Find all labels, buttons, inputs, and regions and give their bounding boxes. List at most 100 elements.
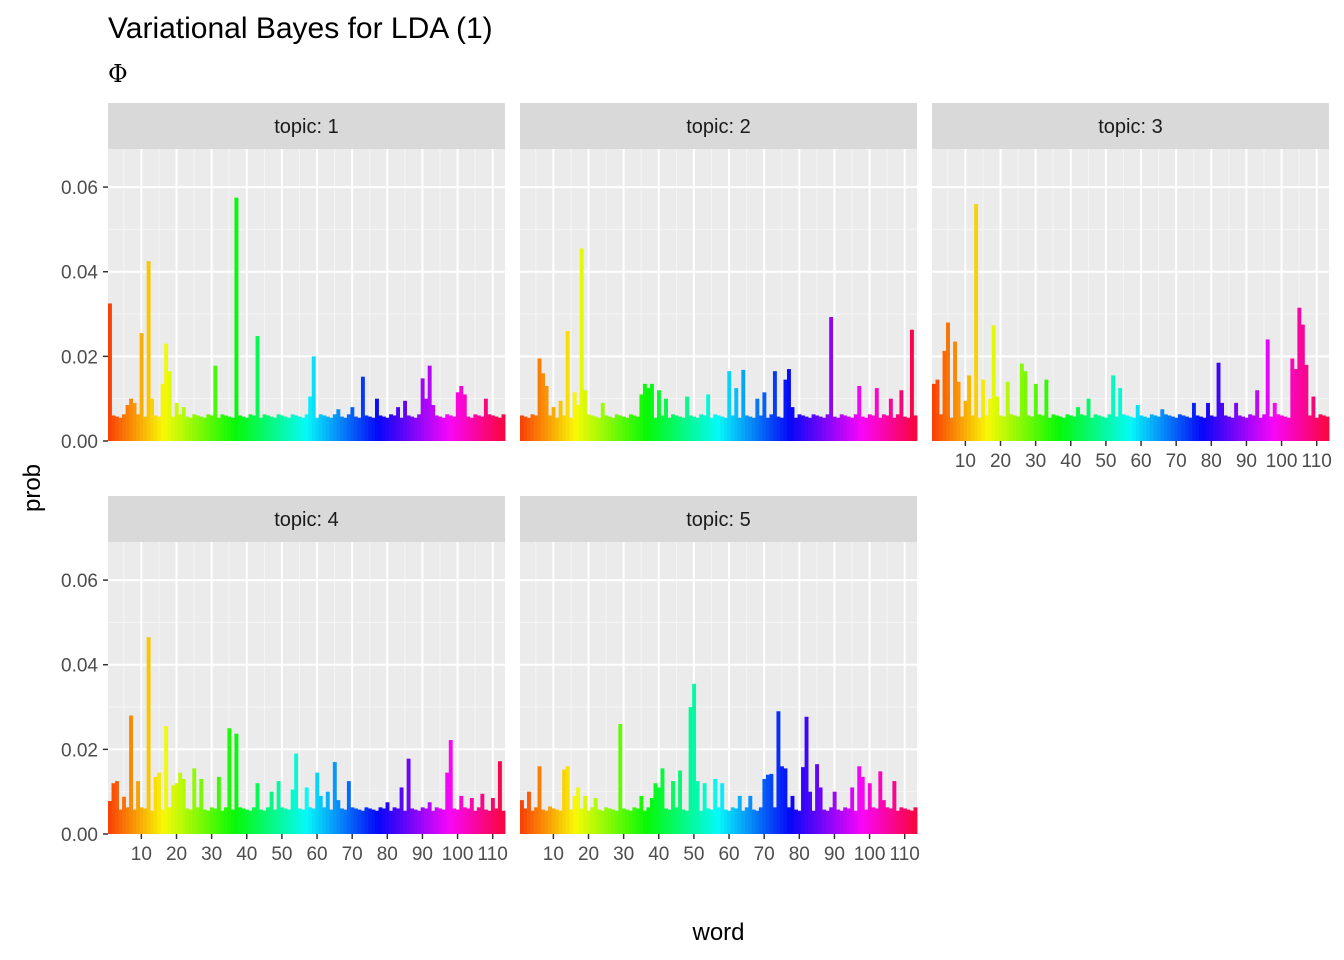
- bar: [357, 809, 362, 834]
- bar: [604, 415, 609, 441]
- bar: [874, 388, 879, 441]
- x-tick-label: 50: [1095, 451, 1116, 472]
- bar: [1174, 417, 1179, 441]
- bar: [1047, 417, 1052, 441]
- bar: [336, 800, 341, 834]
- bar: [385, 417, 390, 441]
- x-tick-label: 80: [789, 844, 810, 865]
- bar: [420, 378, 425, 441]
- bar: [520, 415, 524, 441]
- bar: [1114, 416, 1119, 441]
- bar: [360, 810, 365, 834]
- bar: [741, 810, 746, 834]
- bar: [723, 809, 728, 834]
- bar: [953, 341, 957, 441]
- bar: [1258, 417, 1263, 441]
- bar: [332, 762, 337, 834]
- bar: [565, 766, 570, 834]
- bar: [389, 414, 393, 441]
- bar: [544, 385, 549, 441]
- bar: [1244, 417, 1249, 441]
- bar: [565, 330, 570, 441]
- bar: [367, 416, 372, 441]
- bar: [483, 398, 488, 441]
- bar: [970, 415, 975, 441]
- bar: [790, 795, 795, 834]
- bar: [530, 414, 535, 441]
- bar: [431, 810, 436, 834]
- bar: [1195, 415, 1200, 441]
- bar: [804, 716, 809, 834]
- bar: [621, 416, 626, 441]
- bar: [1002, 416, 1007, 441]
- bar: [737, 417, 742, 441]
- bar: [399, 417, 404, 441]
- bar: [280, 807, 285, 834]
- bar: [287, 417, 292, 441]
- x-tick-label: 20: [166, 844, 187, 865]
- bar: [115, 781, 119, 834]
- bar: [611, 417, 616, 441]
- bar: [744, 807, 749, 834]
- bar: [122, 414, 126, 441]
- bar: [466, 808, 471, 834]
- bar: [667, 809, 672, 834]
- bar: [329, 809, 334, 834]
- bar: [448, 415, 453, 441]
- facet-label: topic: 3: [1098, 116, 1162, 138]
- bar: [881, 414, 886, 441]
- bar: [720, 416, 725, 441]
- bar: [146, 637, 151, 834]
- bar: [744, 415, 749, 441]
- x-tick-label: 30: [1025, 451, 1046, 472]
- bar: [867, 783, 872, 834]
- bar: [716, 415, 721, 441]
- bar: [290, 789, 295, 834]
- bar: [276, 781, 281, 834]
- bar: [339, 808, 344, 834]
- bar: [600, 810, 605, 834]
- bar: [378, 807, 383, 834]
- y-tick-label: 0.00: [61, 432, 98, 453]
- bar: [590, 415, 595, 441]
- x-tick-label: 30: [613, 844, 634, 865]
- bar: [311, 356, 316, 441]
- bar: [434, 807, 439, 834]
- bar: [860, 416, 865, 441]
- bar: [808, 791, 813, 834]
- bar: [304, 414, 309, 441]
- bar: [537, 766, 542, 834]
- bar: [241, 808, 246, 834]
- bar: [424, 808, 429, 834]
- bar: [199, 778, 204, 834]
- bar: [758, 415, 763, 441]
- bar: [487, 810, 492, 834]
- bar: [583, 390, 588, 441]
- bar: [909, 329, 914, 441]
- bar: [417, 810, 422, 834]
- bar: [308, 396, 313, 441]
- bar: [410, 808, 415, 834]
- facet-label: topic: 5: [686, 509, 750, 531]
- y-tick-label: 0.06: [61, 178, 98, 199]
- bar: [913, 415, 918, 441]
- bar: [188, 417, 193, 441]
- bar: [1241, 416, 1246, 441]
- panel-background: [108, 149, 505, 441]
- bar: [586, 810, 591, 834]
- bar: [255, 336, 260, 441]
- bar: [906, 809, 911, 834]
- bar: [353, 416, 358, 441]
- bar: [664, 398, 668, 441]
- bar: [783, 768, 788, 834]
- bar: [818, 787, 823, 834]
- bar: [1191, 402, 1196, 441]
- bar: [132, 402, 137, 441]
- bar: [413, 809, 418, 834]
- bar: [206, 414, 211, 441]
- bar: [118, 417, 123, 441]
- bar: [751, 417, 756, 441]
- bar: [846, 416, 851, 441]
- bar: [1033, 383, 1038, 441]
- bar: [995, 396, 1000, 441]
